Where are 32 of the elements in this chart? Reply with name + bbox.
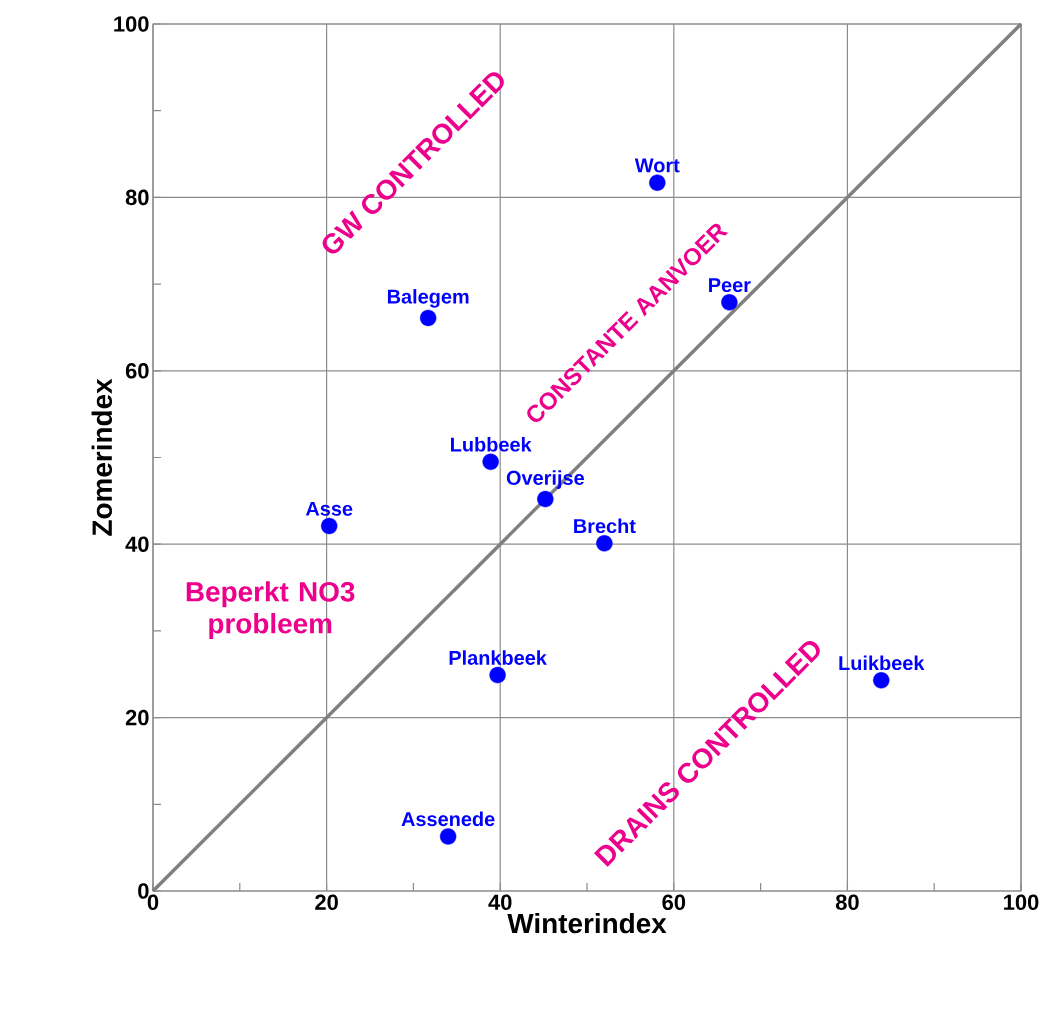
point xyxy=(321,517,338,535)
x-tick-label: 40 xyxy=(488,894,512,911)
point xyxy=(537,490,554,508)
x-tick-label: 80 xyxy=(835,894,859,911)
y-tick-label: 80 xyxy=(125,189,149,206)
point xyxy=(873,672,890,689)
x-axis-title: Winterindex xyxy=(507,912,667,934)
point xyxy=(489,666,506,684)
annotation: Plankbeek xyxy=(449,650,547,665)
y-axis-title: Zomerindex xyxy=(91,378,113,536)
annotation: Brecht xyxy=(574,518,636,534)
x-tick-label: 100 xyxy=(1004,894,1039,911)
annotation: Overijse xyxy=(506,470,584,489)
point xyxy=(419,309,437,327)
y-tick-label: 100 xyxy=(114,16,149,32)
annotation: Balegem xyxy=(387,289,469,308)
y-tick-label: 20 xyxy=(125,709,149,726)
point xyxy=(439,828,457,845)
annotation: Asse xyxy=(305,501,353,516)
y-tick-label: 0 xyxy=(138,883,149,899)
annotation: Wort xyxy=(634,158,680,173)
y-tick-label: 60 xyxy=(125,363,149,379)
point xyxy=(596,535,613,552)
point xyxy=(482,453,499,471)
annotation: Lubbeek xyxy=(451,437,532,452)
annotation: Assenede xyxy=(401,811,495,827)
point xyxy=(649,174,666,191)
x-tick-label: 20 xyxy=(315,894,338,911)
annotation: Luikbeek xyxy=(839,655,925,671)
annotation: Beperkt NO3 probleem xyxy=(186,581,355,640)
x-tick-label: 60 xyxy=(662,894,686,911)
y-tick-label: 40 xyxy=(125,536,149,552)
